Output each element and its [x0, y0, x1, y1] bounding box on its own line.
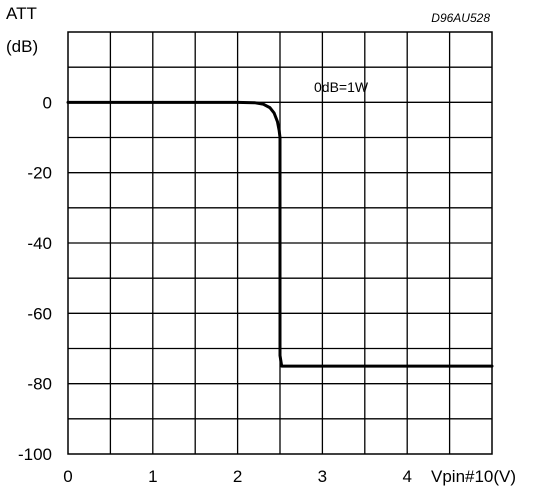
y-tick-label: -20 — [27, 164, 52, 183]
x-tick-label: 3 — [318, 467, 327, 486]
x-tick-label: 0 — [63, 467, 72, 486]
series-layer — [66, 100, 494, 368]
y-tick-label: -40 — [27, 234, 52, 253]
y-tick-label: -100 — [18, 445, 52, 464]
y-tick-label: -60 — [27, 304, 52, 323]
y-tick-label: 0 — [43, 93, 52, 112]
y-tick-labels: 0 -20 -40 -60 -80 -100 — [18, 93, 52, 464]
plot-frame — [67, 31, 493, 455]
x-axis-title: Vpin#10(V) — [431, 467, 516, 486]
y-axis-title-line2: (dB) — [6, 37, 38, 56]
x-tick-label: 1 — [148, 467, 157, 486]
x-tick-labels: 0 1 2 3 4 — [63, 467, 412, 486]
series-line-attenuation — [66, 100, 494, 368]
y-axis-title-line1: ATT — [6, 4, 37, 23]
x-tick-label: 2 — [233, 467, 242, 486]
annotation-0db-1w: 0dB=1W — [314, 79, 369, 95]
figure-code: D96AU528 — [431, 11, 490, 25]
y-tick-label: -80 — [27, 375, 52, 394]
x-tick-label: 4 — [402, 467, 411, 486]
